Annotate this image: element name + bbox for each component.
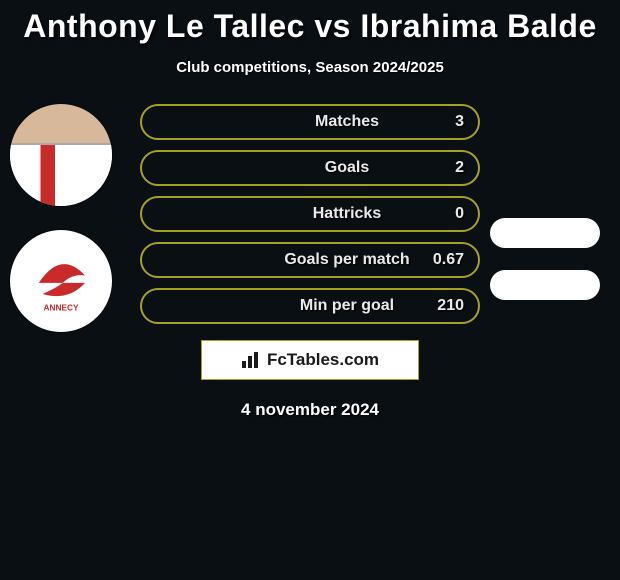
club-logo-avatar: ANNECY — [10, 230, 112, 332]
bars-icon — [241, 351, 261, 369]
stat-label: Min per goal — [156, 297, 418, 315]
stat-row-matches: Matches 3 — [140, 104, 480, 140]
blank-pill-1 — [490, 218, 600, 248]
stat-row-mpg: Min per goal 210 — [140, 288, 480, 324]
stat-label: Hattricks — [156, 205, 418, 223]
stat-value: 210 — [418, 297, 464, 315]
stat-row-gpm: Goals per match 0.67 — [140, 242, 480, 278]
annecy-logo-icon: ANNECY — [24, 244, 98, 318]
stats-rows: Matches 3 Goals 2 Hattricks 0 Goals per … — [140, 104, 480, 324]
fctables-logo-box: FcTables.com — [201, 340, 419, 380]
avatar-column: ANNECY — [10, 104, 130, 332]
snapshot-date: 4 november 2024 — [0, 400, 620, 420]
stat-row-hattricks: Hattricks 0 — [140, 196, 480, 232]
stat-label: Goals per match — [156, 251, 418, 269]
stat-label: Goals — [156, 159, 418, 177]
stat-value: 3 — [418, 113, 464, 131]
stat-value: 0.67 — [418, 251, 464, 269]
annecy-caption: ANNECY — [43, 303, 79, 313]
page-subtitle: Club competitions, Season 2024/2025 — [0, 59, 620, 76]
stat-value: 2 — [418, 159, 464, 177]
fctables-logo-text: FcTables.com — [267, 350, 379, 370]
stat-row-goals: Goals 2 — [140, 150, 480, 186]
player-avatar — [10, 104, 112, 206]
page-title: Anthony Le Tallec vs Ibrahima Balde — [0, 0, 620, 45]
comparison-panel: ANNECY Matches 3 Goals 2 Hattricks 0 Goa… — [0, 104, 620, 324]
stat-label: Matches — [156, 113, 418, 131]
stat-value: 0 — [418, 205, 464, 223]
blank-pill-2 — [490, 270, 600, 300]
